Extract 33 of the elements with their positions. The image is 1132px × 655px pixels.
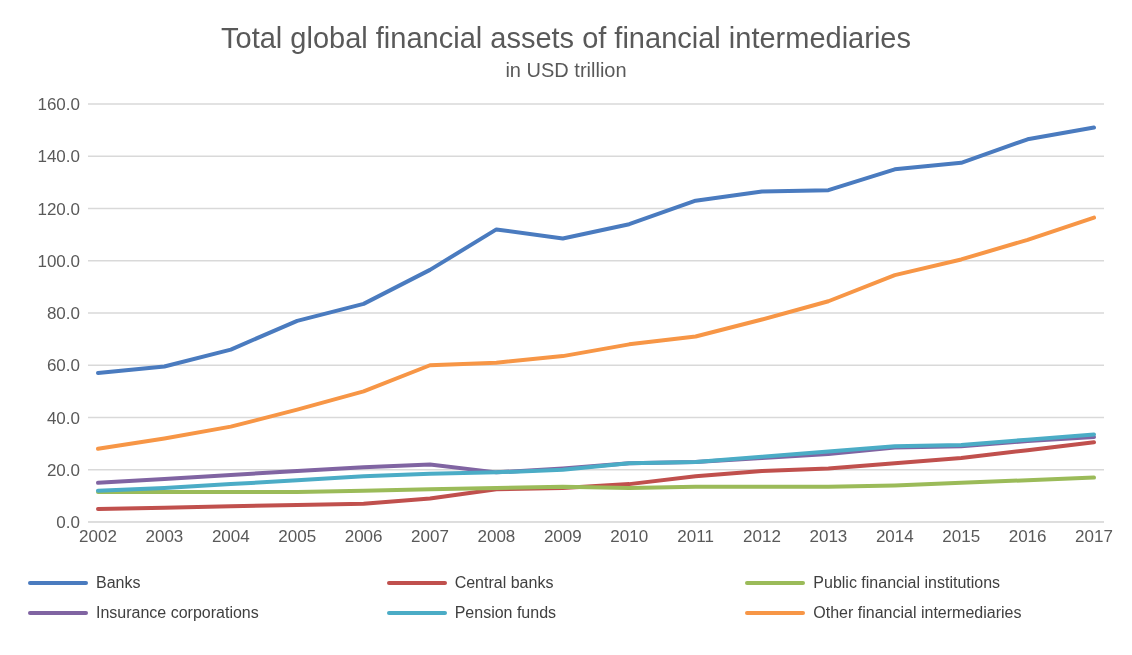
- x-tick-label: 2006: [344, 527, 383, 547]
- chart-subtitle: in USD trillion: [504, 59, 628, 82]
- x-tick-label: 2010: [610, 527, 649, 547]
- y-tick-label: 140.0: [37, 147, 80, 167]
- y-tick-label: 60.0: [46, 356, 80, 376]
- y-tick-label: 0.0: [56, 513, 80, 533]
- y-tick-label: 160.0: [37, 95, 80, 115]
- y-tick-label: 80.0: [46, 304, 80, 324]
- y-tick-label: 20.0: [46, 460, 80, 480]
- y-tick-label: 40.0: [46, 408, 80, 428]
- x-tick-label: 2012: [743, 527, 781, 547]
- x-tick-label: 2004: [211, 527, 250, 547]
- legend-label: Public financial institutions: [813, 574, 1001, 592]
- x-tick-label: 2015: [942, 527, 981, 547]
- x-tick-label: 2007: [411, 527, 449, 547]
- x-tick-label: 2016: [1008, 527, 1047, 547]
- x-tick-label: 2013: [809, 527, 848, 547]
- x-tick-label: 2008: [477, 527, 516, 547]
- y-tick-label: 100.0: [37, 251, 80, 271]
- chart-title: Total global financial assets of financial intermediaries: [220, 22, 912, 55]
- x-tick-label: 2009: [543, 527, 582, 547]
- legend-label: Central banks: [454, 574, 554, 592]
- x-tick-label: 2003: [145, 527, 184, 547]
- legend-label: Banks: [96, 574, 141, 592]
- legend-label: Other financial intermediaries: [813, 604, 1022, 622]
- x-tick-label: 2017: [1075, 527, 1113, 547]
- x-tick-label: 2002: [79, 527, 117, 547]
- x-tick-label: 2011: [677, 527, 714, 547]
- y-tick-label: 120.0: [37, 199, 80, 219]
- x-tick-label: 2014: [875, 527, 914, 547]
- x-tick-label: 2005: [278, 527, 317, 547]
- legend-label: Insurance corporations: [96, 604, 259, 622]
- legend-label: Pension funds: [454, 604, 557, 622]
